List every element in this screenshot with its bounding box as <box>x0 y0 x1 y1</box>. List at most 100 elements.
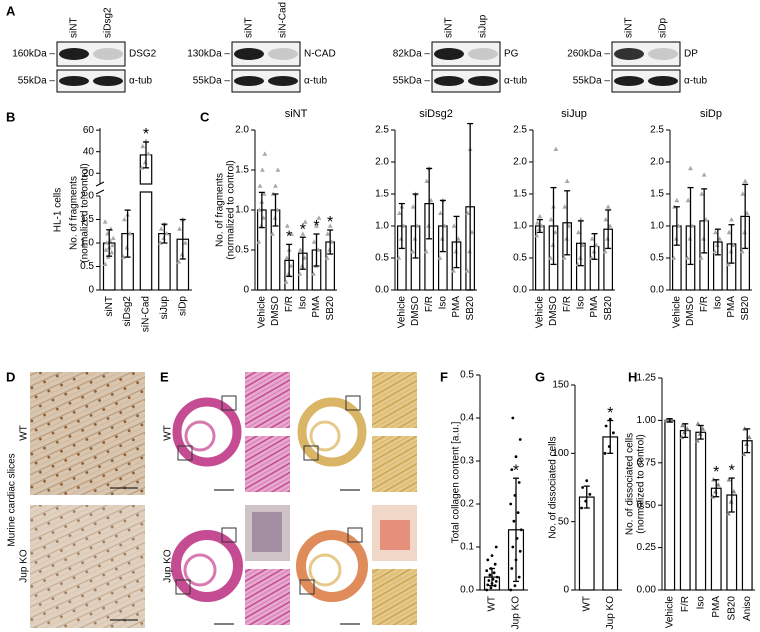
data-point <box>674 197 680 203</box>
data-point <box>494 545 498 549</box>
data-point <box>410 249 415 254</box>
data-point <box>110 242 115 248</box>
blot <box>231 41 301 67</box>
x-tick-label: SB20 <box>465 296 476 321</box>
y-axis-label: No. of fragments <box>69 176 80 250</box>
data-point <box>684 426 690 431</box>
x-tick-label: Iso <box>437 296 448 310</box>
panel-letter: B <box>6 109 15 124</box>
x-tick-label: F/R <box>699 296 710 312</box>
significance: * <box>300 221 306 238</box>
x-tick-label: siJup <box>159 296 170 320</box>
y-tick-label: 0.5 <box>460 370 474 381</box>
band <box>648 48 678 60</box>
data-point <box>316 215 322 220</box>
y-tick-label: 0.0 <box>375 285 389 296</box>
heart-section <box>171 530 243 602</box>
data-point <box>270 231 275 236</box>
data-point <box>495 575 499 579</box>
row-label: Jup KO <box>163 549 174 583</box>
row-label: Jup KO <box>19 549 30 583</box>
data-point <box>534 233 540 238</box>
marker-label: 55kDa – <box>573 76 611 87</box>
data-point <box>553 146 559 151</box>
y-tick-label: 100 <box>552 448 569 459</box>
data-point <box>121 216 127 222</box>
band <box>59 76 89 86</box>
x-tick-label: Iso <box>297 296 308 310</box>
data-point <box>464 268 470 273</box>
axis-break <box>95 189 105 195</box>
data-point <box>256 239 262 244</box>
band <box>648 76 678 86</box>
y-axis-label: No. of dissociated cells <box>548 436 559 538</box>
data-point <box>518 549 522 553</box>
marker-label: 55kDa – <box>18 76 56 87</box>
blot <box>56 41 126 67</box>
data-point <box>514 455 518 459</box>
data-point <box>311 271 316 276</box>
significance: * <box>607 405 613 422</box>
data-point <box>510 468 514 471</box>
x-tick-label: PMA <box>711 596 722 618</box>
side-label: Murine cardiac slices <box>7 453 18 546</box>
significance: * <box>327 214 333 231</box>
data-point <box>485 588 489 592</box>
data-point <box>127 231 133 236</box>
data-point <box>712 249 718 254</box>
bar <box>602 436 619 591</box>
data-point <box>327 223 333 228</box>
x-tick-label: Jup KO <box>605 596 616 630</box>
x-tick-label: SB20 <box>603 296 614 321</box>
band-label: DSG2 <box>129 49 157 60</box>
marker-label: 260kDa – <box>567 49 610 60</box>
data-point <box>289 231 294 236</box>
data-point <box>314 223 319 228</box>
lane-label: siNT <box>244 17 255 38</box>
data-point <box>581 486 585 489</box>
y-tick-label: 2.5 <box>650 125 664 136</box>
data-point <box>273 183 278 188</box>
data-point <box>729 217 734 222</box>
data-point <box>488 573 492 577</box>
y-tick-label: 1.0 <box>650 221 664 232</box>
data-point <box>494 580 498 583</box>
panel-letter: C <box>200 109 210 124</box>
data-point <box>396 255 402 260</box>
blot <box>611 69 681 93</box>
data-point <box>608 417 612 421</box>
y-tick-label: 0.5 <box>80 261 94 272</box>
data-point <box>715 482 721 487</box>
band <box>59 48 89 60</box>
significance: * <box>313 218 319 235</box>
data-point <box>437 255 443 260</box>
x-tick-label: Vehicle <box>396 296 407 329</box>
inset <box>372 436 417 492</box>
band <box>93 76 123 86</box>
row-label: WT <box>19 425 30 441</box>
lane-label: siN-Cad <box>278 2 289 38</box>
data-point <box>275 167 281 172</box>
y-axis-label: (normalized to control) <box>80 163 91 262</box>
data-point <box>102 261 108 266</box>
data-point <box>451 268 456 273</box>
data-point <box>260 167 265 172</box>
band <box>468 48 498 60</box>
band <box>434 48 464 60</box>
data-point <box>486 558 490 562</box>
data-point <box>121 254 126 259</box>
data-point <box>311 239 317 244</box>
data-point <box>257 207 262 212</box>
band-label: α-tub <box>304 76 327 87</box>
y-tick-label: 0.4 <box>460 413 474 424</box>
marker-label: 55kDa – <box>393 76 431 87</box>
data-point <box>685 255 690 260</box>
y-tick-label: 0.75 <box>637 457 657 468</box>
band-label: PG <box>504 49 519 60</box>
x-tick-label: PMA <box>311 296 322 318</box>
data-point <box>605 204 611 209</box>
y-tick-label: 0 <box>243 285 249 296</box>
y-tick-label: 0.5 <box>650 253 664 264</box>
panel-letter: E <box>160 369 169 384</box>
data-point <box>110 235 116 241</box>
